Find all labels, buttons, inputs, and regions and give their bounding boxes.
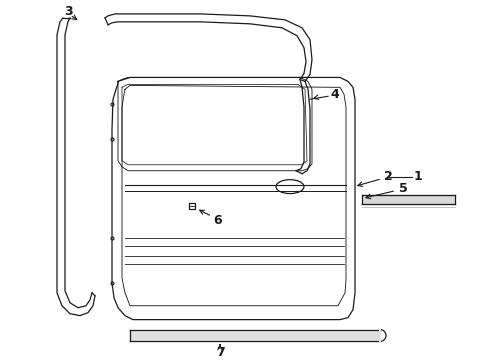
Text: 7: 7 [216,346,224,359]
Text: 2: 2 [384,170,392,183]
Text: 3: 3 [64,5,73,18]
Text: 1: 1 [414,170,422,183]
Text: 6: 6 [214,214,222,227]
Text: 5: 5 [399,182,407,195]
Text: 4: 4 [331,88,340,101]
